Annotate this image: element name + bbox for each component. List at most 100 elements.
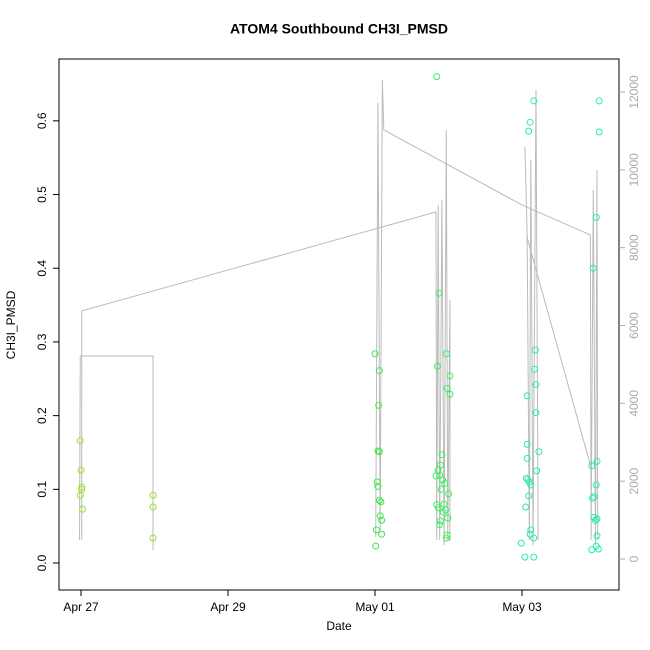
y2-tick-label: 10000 bbox=[627, 153, 641, 187]
data-point bbox=[531, 346, 539, 354]
data-point bbox=[436, 517, 444, 525]
data-point bbox=[378, 530, 386, 538]
data-point bbox=[445, 490, 453, 498]
data-point bbox=[77, 466, 85, 474]
y2-tick-label: 0 bbox=[627, 555, 641, 562]
data-point bbox=[442, 506, 450, 514]
data-point bbox=[441, 479, 449, 487]
x-tick-label: May 01 bbox=[355, 600, 395, 614]
data-point bbox=[532, 409, 540, 417]
data-point bbox=[433, 73, 441, 81]
data-point bbox=[435, 289, 443, 297]
data-point bbox=[446, 390, 454, 398]
y2-tick-label: 6000 bbox=[627, 312, 641, 339]
data-point bbox=[533, 467, 541, 475]
data-point bbox=[443, 531, 451, 539]
y-axis-label: CH3I_PMSD bbox=[4, 290, 18, 359]
data-point bbox=[436, 521, 444, 529]
x-tick-label: Apr 29 bbox=[210, 600, 246, 614]
data-point bbox=[517, 539, 525, 547]
data-point bbox=[589, 264, 597, 272]
data-point bbox=[375, 367, 383, 375]
data-point bbox=[434, 466, 442, 474]
y-tick-label: 0.1 bbox=[35, 481, 49, 498]
data-point bbox=[374, 482, 382, 490]
y-tick-label: 0.6 bbox=[35, 112, 49, 129]
data-point bbox=[530, 97, 538, 105]
data-point bbox=[523, 454, 531, 462]
data-point bbox=[432, 472, 440, 480]
data-point bbox=[593, 532, 601, 540]
data-point bbox=[372, 526, 380, 534]
data-point bbox=[378, 516, 386, 524]
data-point bbox=[371, 350, 379, 358]
data-point bbox=[438, 451, 446, 459]
data-point bbox=[377, 498, 385, 506]
y-tick-label: 0.4 bbox=[35, 260, 49, 277]
y2-tick-label: 12000 bbox=[627, 75, 641, 109]
data-point bbox=[527, 481, 535, 489]
data-point bbox=[588, 462, 596, 470]
chart-title: ATOM4 Southbound CH3I_PMSD bbox=[230, 21, 448, 37]
y-tick-label: 0.3 bbox=[35, 333, 49, 350]
data-point bbox=[595, 128, 603, 136]
data-point bbox=[592, 481, 600, 489]
data-point bbox=[590, 493, 598, 501]
data-point bbox=[530, 365, 538, 373]
y2-tick-label: 2000 bbox=[627, 467, 641, 494]
data-point bbox=[442, 350, 450, 358]
altitude-line bbox=[79, 79, 599, 550]
plot-frame bbox=[58, 58, 620, 591]
x-axis-label: Date bbox=[326, 619, 352, 633]
data-point bbox=[149, 534, 157, 542]
data-point bbox=[525, 127, 533, 135]
data-point bbox=[526, 530, 534, 538]
y-tick-label: 0.0 bbox=[35, 554, 49, 571]
x-tick-label: May 03 bbox=[502, 600, 542, 614]
x-tick-label: Apr 27 bbox=[63, 600, 99, 614]
data-point bbox=[526, 118, 534, 126]
data-point bbox=[595, 97, 603, 105]
data-point bbox=[525, 492, 533, 500]
data-point bbox=[434, 504, 442, 512]
data-point bbox=[594, 545, 602, 553]
data-point bbox=[149, 491, 157, 499]
data-point bbox=[78, 505, 86, 513]
data-point bbox=[372, 542, 380, 550]
data-point bbox=[376, 512, 384, 520]
data-point bbox=[593, 515, 601, 523]
data-point bbox=[375, 448, 383, 456]
data-point bbox=[521, 553, 529, 561]
data-point bbox=[78, 483, 86, 491]
data-point bbox=[588, 546, 596, 554]
data-point bbox=[523, 392, 531, 400]
data-point bbox=[149, 503, 157, 511]
data-point bbox=[439, 508, 447, 516]
data-point bbox=[522, 503, 530, 511]
data-point bbox=[76, 491, 84, 499]
y2-tick-label: 8000 bbox=[627, 234, 641, 261]
data-point bbox=[373, 478, 381, 486]
data-point bbox=[446, 372, 454, 380]
data-point bbox=[527, 526, 535, 534]
data-point bbox=[76, 437, 84, 445]
data-point bbox=[593, 457, 601, 465]
y-tick-label: 0.2 bbox=[35, 407, 49, 424]
data-point bbox=[523, 440, 531, 448]
data-point bbox=[530, 534, 538, 542]
data-point bbox=[592, 516, 600, 524]
data-point bbox=[442, 534, 450, 542]
data-point bbox=[375, 401, 383, 409]
data-point bbox=[439, 476, 447, 484]
data-point bbox=[532, 381, 540, 389]
data-point bbox=[437, 485, 445, 493]
data-point bbox=[375, 496, 383, 504]
data-point bbox=[444, 514, 452, 522]
data-point bbox=[530, 553, 538, 561]
data-point bbox=[433, 362, 441, 370]
data-point bbox=[535, 448, 543, 456]
data-point bbox=[592, 213, 600, 221]
data-point bbox=[443, 384, 451, 392]
y-tick-label: 0.5 bbox=[35, 186, 49, 203]
